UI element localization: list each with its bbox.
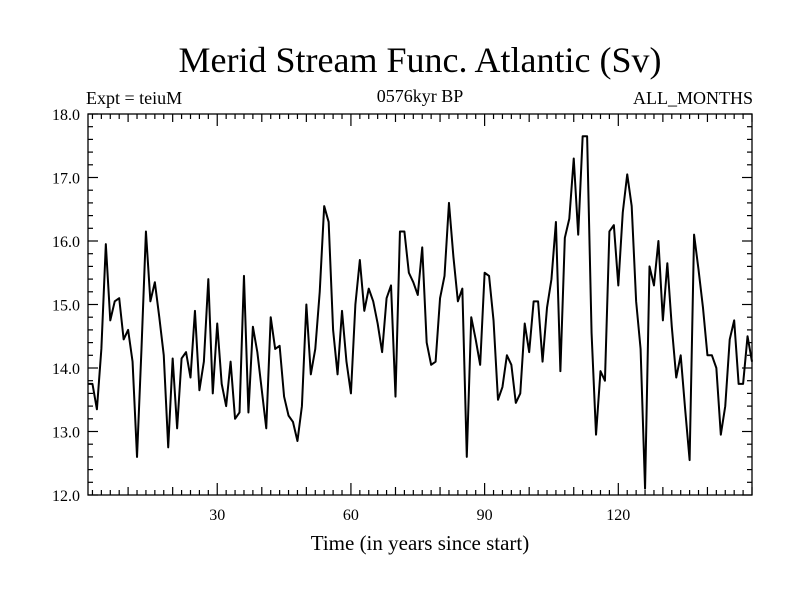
x-axis-label: Time (in years since start) xyxy=(311,531,530,555)
y-tick-label: 15.0 xyxy=(52,298,80,315)
season-label: ALL_MONTHS xyxy=(633,88,753,108)
y-axis-ticks: 12.0 13.0 14.0 15.0 16.0 17.0 18.0 xyxy=(52,107,752,505)
y-tick-label: 14.0 xyxy=(52,361,80,378)
y-tick-label: 12.0 xyxy=(52,488,80,505)
y-tick-label: 16.0 xyxy=(52,234,80,251)
x-tick-label: 120 xyxy=(606,507,630,524)
series-line xyxy=(88,135,753,490)
y-tick-label: 13.0 xyxy=(52,425,80,442)
y-tick-label: 17.0 xyxy=(52,171,80,188)
x-tick-label: 30 xyxy=(209,507,225,524)
plot-area xyxy=(87,113,753,496)
x-axis-ticks: 30 60 90 120 xyxy=(91,114,753,524)
x-tick-label: 90 xyxy=(477,507,493,524)
chart-title: Merid Stream Func. Atlantic (Sv) xyxy=(179,40,662,80)
x-tick-label: 60 xyxy=(343,507,359,524)
expt-label: Expt = teiuM xyxy=(86,88,182,108)
y-tick-label: 18.0 xyxy=(52,107,80,124)
period-label: 0576kyr BP xyxy=(377,86,464,106)
